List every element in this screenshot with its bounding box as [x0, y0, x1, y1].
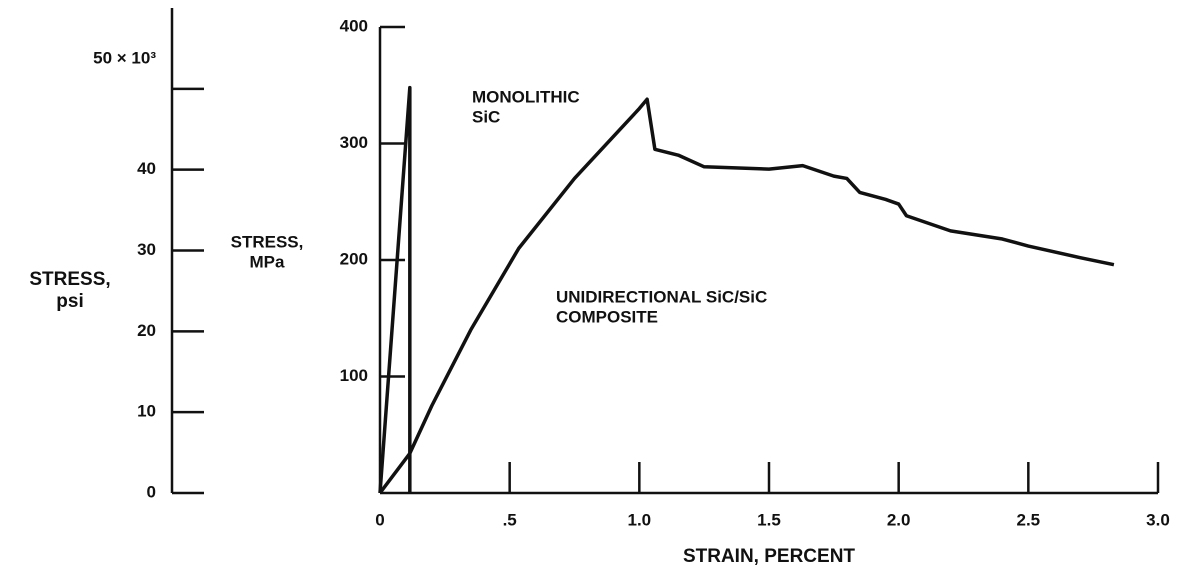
annotation: MONOLITHIC — [472, 87, 580, 106]
x-tick-label: 2.0 — [887, 510, 911, 529]
data-line — [378, 97, 1115, 495]
x-tick-label: 3.0 — [1146, 510, 1170, 529]
x-axis-label: STRAIN, PERCENT — [683, 546, 855, 567]
y-tick-label: 400 — [340, 16, 368, 35]
y2-tick-label: 20 — [137, 321, 156, 340]
y-tick-label: 200 — [340, 249, 368, 268]
x-tick-label: 1.0 — [628, 510, 652, 529]
y-tick-label: 100 — [340, 366, 368, 385]
y2-axis-label: STRESS, — [29, 269, 110, 290]
x-tick-label: .5 — [503, 510, 517, 529]
x-tick-label: 0 — [375, 510, 384, 529]
y2-tick-label: 10 — [137, 402, 156, 421]
y2-tick-label: 30 — [137, 240, 156, 259]
x-tick-label: 1.5 — [757, 510, 781, 529]
y-axis-label: MPa — [250, 252, 286, 271]
x-tick-label: 2.5 — [1017, 510, 1041, 529]
y2-tick-label: 40 — [137, 159, 156, 178]
y-tick-label: 300 — [340, 133, 368, 152]
y2-tick-label: 50 × 10³ — [93, 48, 156, 67]
y-axis-label: STRESS, — [231, 232, 304, 251]
y2-axis-label: psi — [56, 291, 83, 312]
annotation: UNIDIRECTIONAL SiC/SiC — [556, 287, 767, 306]
y2-tick-label: 0 — [147, 482, 156, 501]
data-line — [378, 85, 412, 494]
annotation: SiC — [472, 107, 500, 126]
annotation: COMPOSITE — [556, 307, 658, 326]
